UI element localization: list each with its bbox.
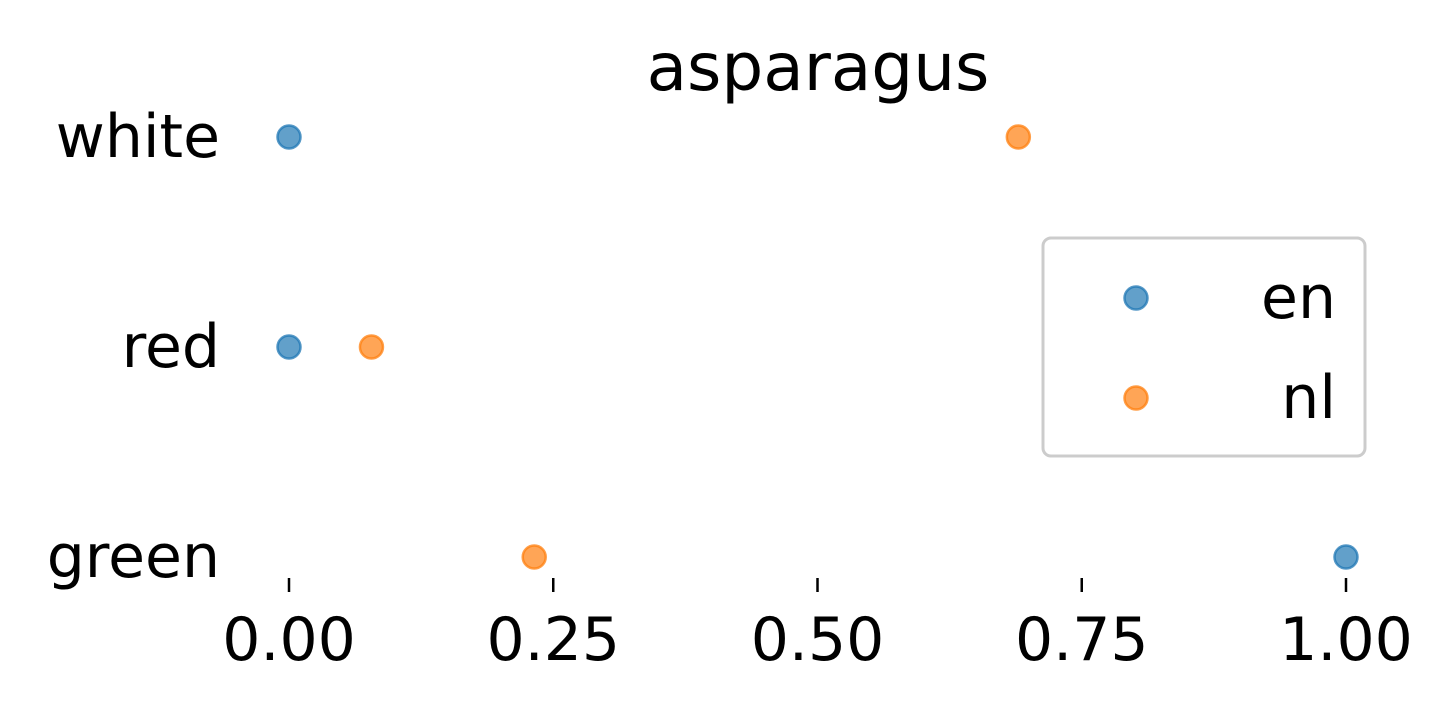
x-tick-label: 0.50 (751, 605, 885, 675)
legend-label-en: en (1261, 263, 1336, 333)
legend-frame (1041, 236, 1367, 458)
data-point-nl-white (1005, 124, 1032, 150)
data-point-en-white (276, 124, 302, 150)
y-tick-label-white: white (56, 102, 220, 172)
x-tick-label: 1.00 (1279, 605, 1413, 675)
data-point-nl-green (521, 544, 547, 570)
y-tick-label-red: red (122, 312, 220, 382)
x-tick-label: 0.00 (222, 605, 356, 675)
x-tick-label: 0.25 (486, 605, 620, 675)
legend-marker-nl (1123, 385, 1149, 411)
data-point-en-red (276, 334, 302, 360)
data-point-nl-red (358, 334, 385, 360)
data-point-en-green (1333, 544, 1359, 570)
plot-area: green red white 0.00 0.25 0.50 0.75 1.00 (47, 102, 1413, 675)
legend-marker-en (1123, 285, 1149, 311)
chart-title: asparagus (647, 29, 990, 106)
x-tick-label: 0.75 (1015, 605, 1149, 675)
legend: en nl (1041, 236, 1367, 458)
y-tick-label-green: green (47, 522, 220, 592)
legend-label-nl: nl (1281, 363, 1336, 433)
